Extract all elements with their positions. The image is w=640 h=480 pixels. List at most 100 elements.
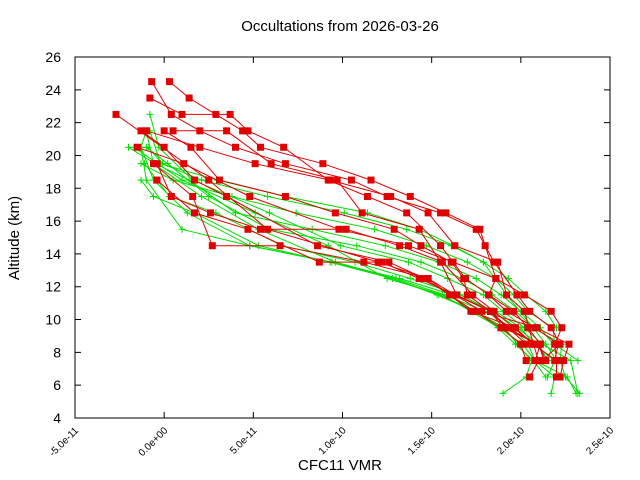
data-point-square	[190, 209, 198, 217]
series-line	[153, 163, 557, 362]
data-point-square	[324, 176, 332, 184]
data-point-square	[342, 225, 350, 233]
data-point-square	[497, 324, 505, 332]
data-point-square	[415, 225, 423, 233]
data-point-square	[520, 307, 528, 315]
series-red-11	[146, 94, 562, 365]
data-point-plus	[479, 258, 487, 266]
data-point-square	[542, 357, 550, 365]
data-point-square	[142, 127, 150, 135]
data-point-square	[503, 307, 511, 315]
data-point-square	[169, 127, 177, 135]
data-point-square	[529, 340, 537, 348]
data-point-square	[492, 275, 500, 283]
data-point-plus	[567, 357, 575, 365]
data-point-square	[358, 209, 366, 217]
data-point-plus	[353, 242, 361, 250]
data-point-square	[205, 176, 213, 184]
y-tick-label: 24	[45, 82, 61, 98]
data-point-square	[503, 291, 511, 299]
data-point-square	[167, 192, 175, 200]
data-point-plus	[144, 143, 152, 151]
y-tick-label: 10	[45, 312, 61, 328]
data-point-square	[160, 127, 168, 135]
y-tick-label: 14	[45, 246, 61, 262]
data-point-square	[244, 127, 252, 135]
data-point-square	[526, 307, 534, 315]
data-point-square	[472, 225, 480, 233]
data-point-square	[319, 160, 327, 168]
data-point-square	[551, 357, 559, 365]
data-point-square	[207, 209, 215, 217]
data-point-plus	[499, 389, 507, 397]
data-point-plus	[576, 389, 584, 397]
x-axis-label: CFC11 VMR	[298, 457, 382, 474]
data-point-square	[166, 78, 174, 86]
data-point-plus	[149, 192, 157, 200]
chart-title: Occultations from 2026-03-26	[241, 18, 439, 35]
data-point-plus	[198, 176, 206, 184]
data-point-square	[390, 225, 398, 233]
data-point-square	[276, 242, 284, 250]
data-point-square	[446, 291, 453, 299]
data-point-square	[547, 324, 555, 332]
data-point-square	[178, 110, 186, 118]
data-point-square	[522, 357, 530, 365]
series-red-4	[166, 78, 566, 381]
data-point-plus	[146, 110, 154, 118]
y-tick-label: 26	[45, 49, 61, 65]
data-point-square	[485, 291, 493, 299]
data-point-square	[522, 340, 530, 348]
data-point-square	[547, 307, 555, 315]
data-point-square	[551, 340, 559, 348]
data-point-plus	[547, 389, 555, 397]
data-point-plus	[574, 357, 582, 365]
y-tick-label: 4	[53, 410, 61, 426]
data-point-square	[415, 275, 423, 283]
data-point-plus	[388, 275, 396, 283]
data-point-square	[112, 110, 120, 118]
data-point-plus	[178, 225, 186, 233]
data-point-square	[553, 373, 560, 381]
data-point-square	[438, 258, 446, 266]
y-tick-label: 8	[53, 344, 61, 360]
data-point-square	[314, 242, 322, 250]
data-point-square	[256, 143, 264, 151]
data-point-plus	[417, 258, 425, 266]
series-layer	[112, 78, 584, 397]
data-point-square	[406, 192, 414, 200]
data-point-plus	[265, 209, 273, 217]
data-point-square	[383, 192, 391, 200]
data-point-square	[187, 143, 195, 151]
data-point-square	[160, 143, 168, 151]
data-point-square	[189, 192, 197, 200]
data-point-square	[520, 291, 528, 299]
data-point-square	[232, 143, 239, 151]
data-point-square	[421, 275, 429, 283]
y-axis-label: Altitude (km)	[6, 196, 23, 280]
data-point-square	[451, 242, 459, 250]
y-tick-label: 12	[45, 279, 61, 295]
data-point-plus	[141, 160, 149, 168]
data-point-square	[387, 192, 395, 200]
data-point-plus	[403, 225, 411, 233]
series-red-12	[153, 160, 537, 348]
data-point-square	[510, 324, 518, 332]
data-point-square	[148, 78, 156, 86]
data-point-square	[556, 373, 564, 381]
series-red-9	[169, 127, 530, 348]
data-point-square	[417, 242, 425, 250]
data-point-square	[149, 160, 157, 168]
data-point-square	[137, 127, 145, 135]
data-point-square	[558, 324, 566, 332]
data-point-square	[481, 242, 489, 250]
data-point-square	[437, 209, 445, 217]
data-point-square	[239, 127, 247, 135]
data-point-square	[244, 225, 252, 233]
data-point-square	[490, 258, 498, 266]
data-point-plus	[463, 258, 471, 266]
data-point-square	[223, 192, 231, 200]
data-point-square	[487, 307, 495, 315]
data-point-square	[146, 94, 154, 102]
